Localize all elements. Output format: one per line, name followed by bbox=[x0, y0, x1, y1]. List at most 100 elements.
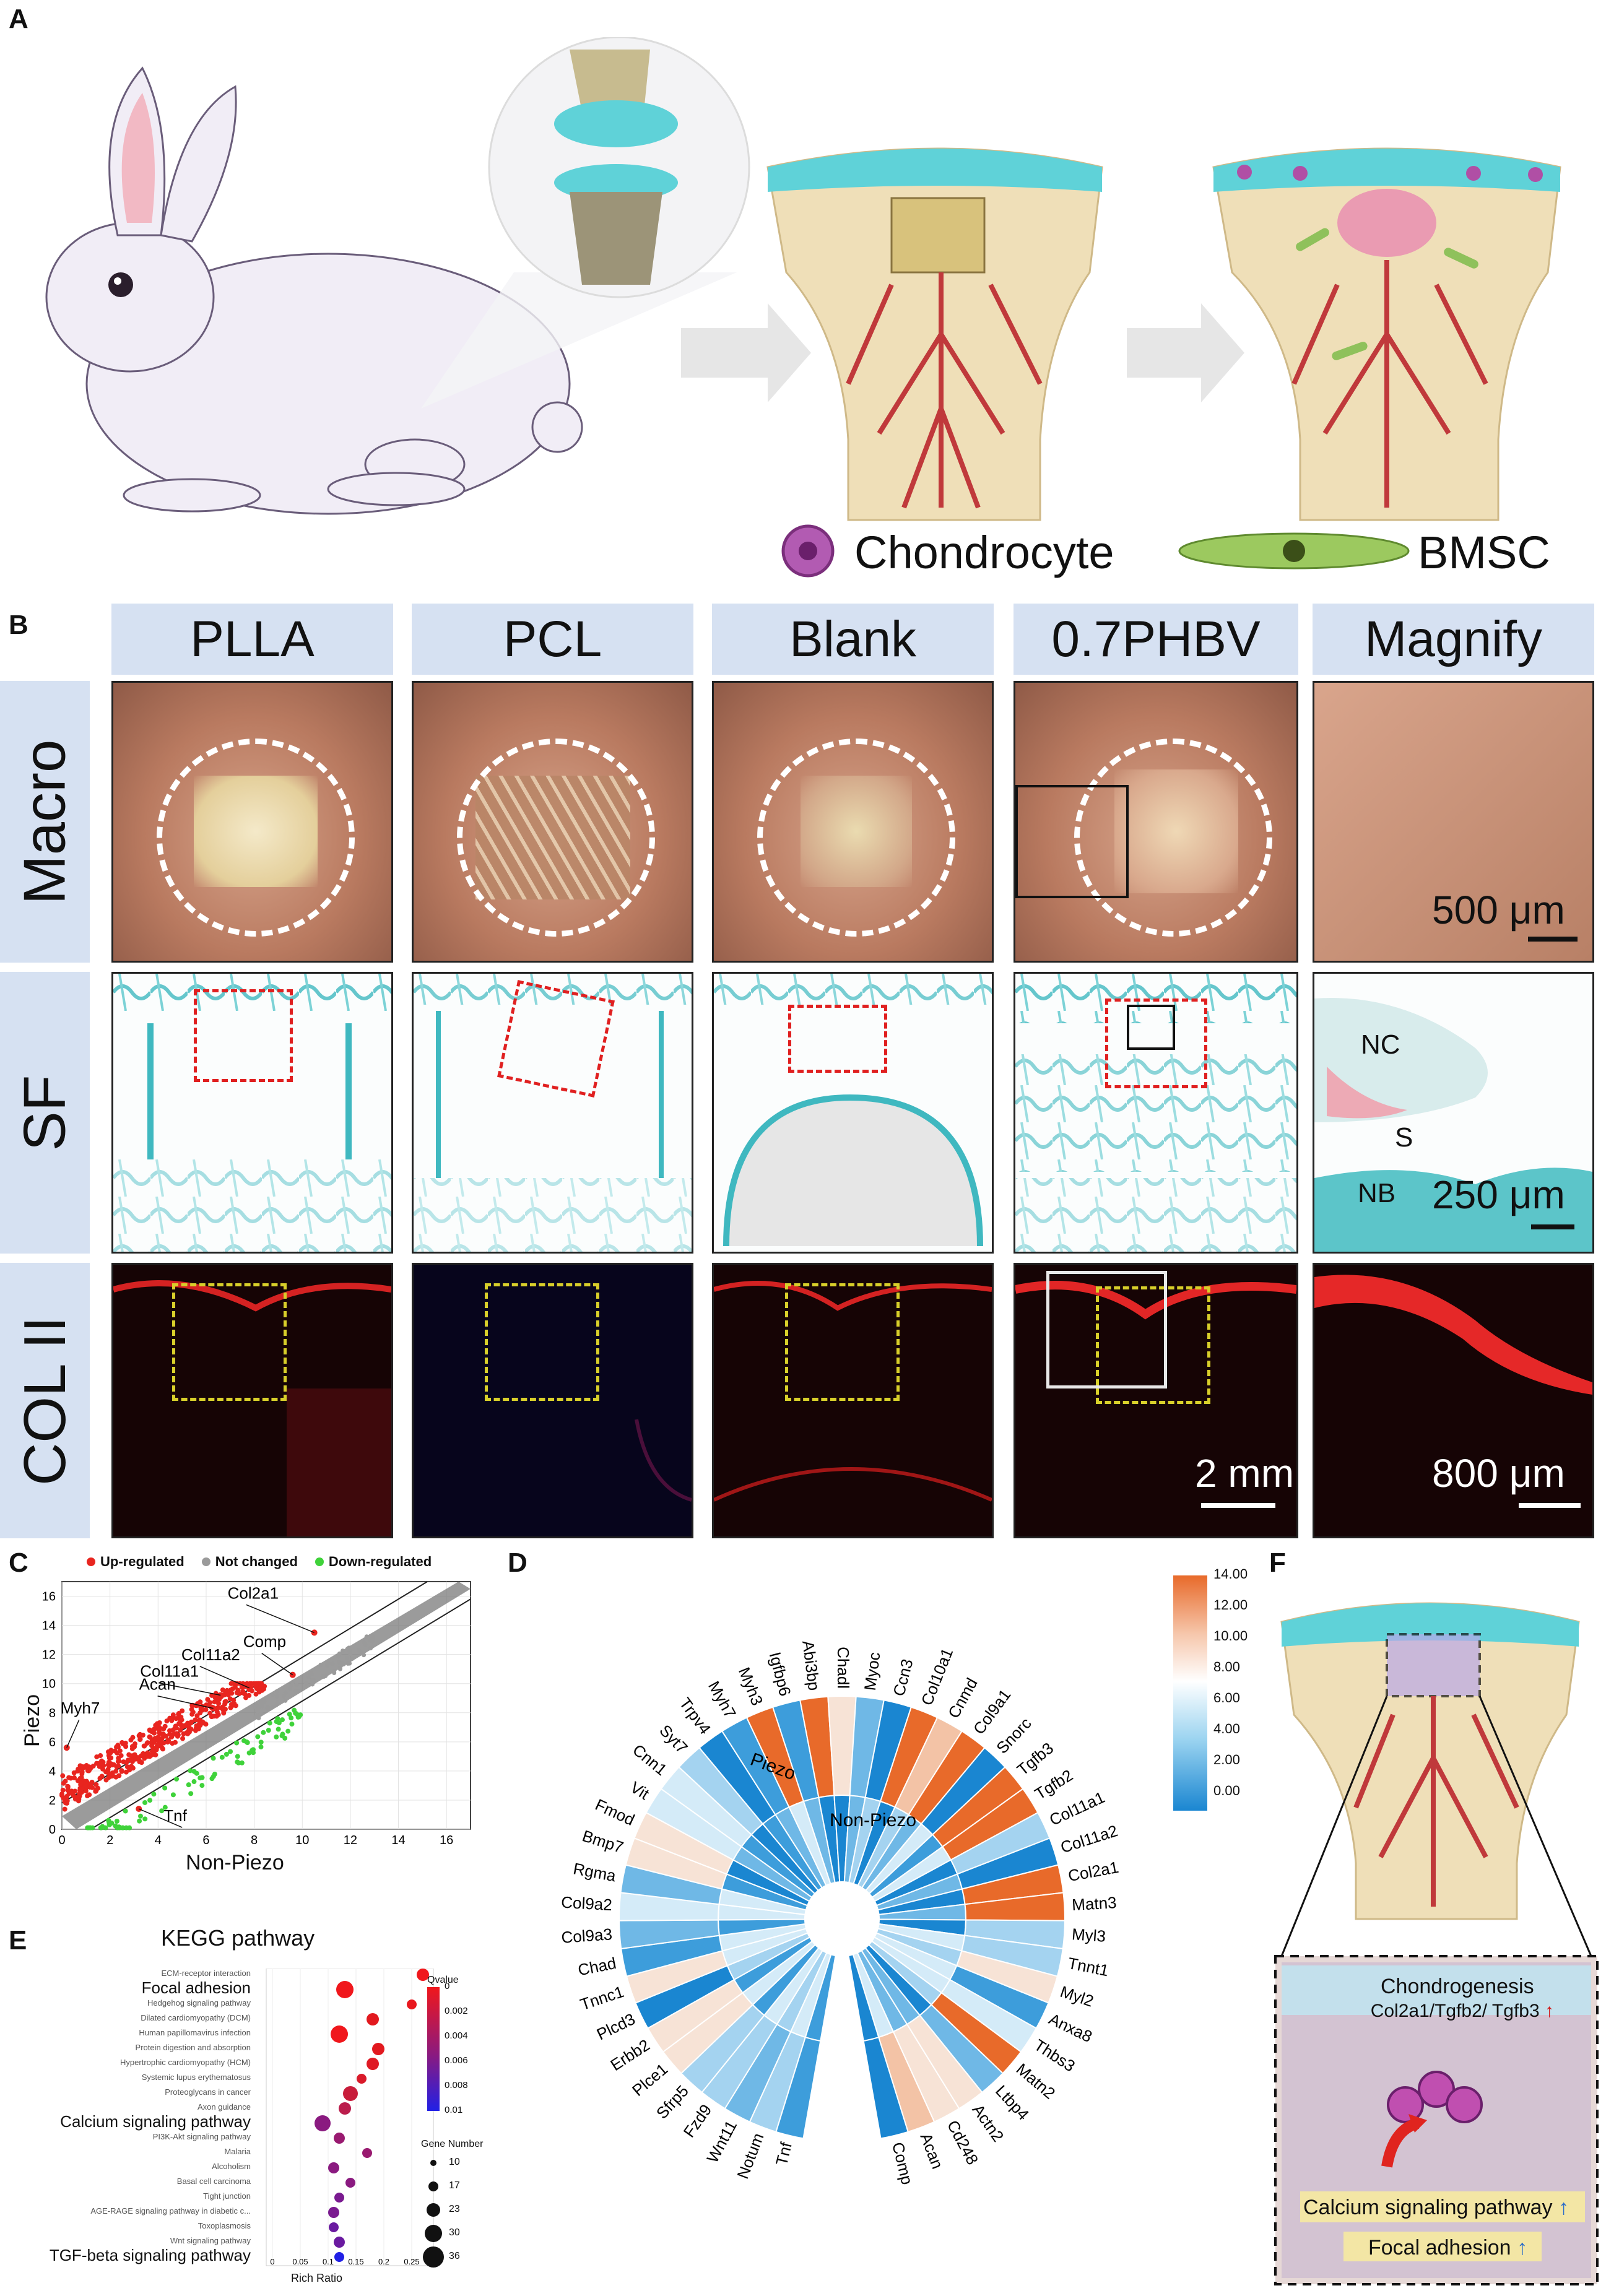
kegg-x-tick: 0.05 bbox=[292, 2257, 308, 2266]
macro-blank-image bbox=[712, 681, 994, 963]
up-point bbox=[178, 1727, 183, 1733]
gene-size-dot bbox=[427, 2203, 440, 2217]
kegg-terms: ECM-receptor interaction Focal adhesion He… bbox=[0, 1969, 251, 2290]
not-changed-point bbox=[341, 1648, 345, 1653]
not-changed-point bbox=[339, 1660, 344, 1665]
annotation-label: Comp bbox=[243, 1632, 286, 1651]
up-point bbox=[119, 1768, 124, 1774]
annotation-label: Tnf bbox=[163, 1806, 187, 1825]
not-changed-point bbox=[318, 1662, 323, 1667]
legend-nc-label: Not changed bbox=[215, 1554, 298, 1569]
up-point bbox=[123, 1740, 128, 1746]
panel-label-e: E bbox=[9, 1925, 27, 1956]
gene-label: Erbb2 bbox=[607, 2035, 653, 2074]
col-ii-pcl-image bbox=[412, 1263, 693, 1538]
up-point bbox=[222, 1699, 228, 1705]
up-point bbox=[227, 1696, 233, 1702]
kegg-bubble bbox=[345, 2178, 355, 2188]
colorbar-tick-label: 8.00 bbox=[1213, 1659, 1240, 1674]
up-point bbox=[180, 1736, 186, 1741]
gene-label: Syt7 bbox=[656, 1721, 692, 1757]
gene-label: Plcd3 bbox=[594, 2009, 638, 2043]
down-point bbox=[106, 1822, 112, 1827]
down-point bbox=[289, 1722, 295, 1727]
qvalue-colorbar bbox=[427, 1987, 440, 2111]
kegg-bubble bbox=[329, 2222, 339, 2232]
down-point bbox=[280, 1731, 285, 1737]
kegg-frame bbox=[266, 1969, 434, 2266]
gene-size-dot bbox=[423, 2246, 444, 2268]
up-point bbox=[116, 1763, 121, 1769]
gene-size-dot bbox=[425, 2225, 442, 2242]
down-point bbox=[267, 1720, 272, 1726]
x-tick-label: 4 bbox=[155, 1834, 162, 1847]
gene-label: Myh3 bbox=[735, 1665, 766, 1708]
up-point bbox=[162, 1723, 168, 1729]
down-point bbox=[211, 1774, 216, 1779]
up-point bbox=[64, 1793, 70, 1799]
col-ii-0-7phbv-image: 2 mm bbox=[1014, 1263, 1298, 1538]
down-point bbox=[123, 1808, 128, 1814]
x-tick-label: 6 bbox=[202, 1834, 209, 1847]
up-point bbox=[99, 1774, 105, 1779]
gene-size-label: 17 bbox=[449, 2180, 460, 2191]
gene-label: Vit bbox=[627, 1778, 653, 1804]
gene-label: Myoc bbox=[861, 1651, 884, 1691]
up-point bbox=[256, 1689, 262, 1695]
kegg-bubble bbox=[315, 2115, 331, 2131]
down-point bbox=[219, 1754, 225, 1760]
up-point bbox=[107, 1749, 113, 1755]
gene-label: Plce1 bbox=[628, 2060, 671, 2100]
row-label-macro: Macro bbox=[0, 681, 90, 963]
gene-label: Sfrp5 bbox=[653, 2081, 692, 2122]
up-point bbox=[66, 1775, 72, 1780]
y-tick-label: 4 bbox=[49, 1765, 56, 1778]
up-point bbox=[118, 1752, 124, 1758]
down-point bbox=[137, 1818, 142, 1824]
focal-label: Focal adhesion ↑ bbox=[1368, 2236, 1528, 2259]
kegg-x-tick: 0.2 bbox=[378, 2257, 389, 2266]
up-point bbox=[128, 1757, 133, 1762]
up-point bbox=[197, 1699, 203, 1705]
kegg-bubble bbox=[417, 1969, 429, 1981]
annotation-label: Acan bbox=[139, 1675, 176, 1694]
gene-label: Tgfb3 bbox=[1014, 1739, 1057, 1779]
up-point bbox=[209, 1714, 214, 1720]
down-point bbox=[151, 1791, 157, 1797]
down-point bbox=[211, 1756, 216, 1761]
up-point bbox=[97, 1761, 102, 1766]
macro-pcl-image bbox=[412, 681, 693, 963]
up-point bbox=[130, 1735, 136, 1740]
up-point bbox=[147, 1754, 152, 1759]
down-point bbox=[293, 1710, 298, 1716]
kegg-bubble bbox=[336, 1981, 354, 1998]
up-point bbox=[60, 1773, 66, 1778]
annotation-leader bbox=[246, 1604, 315, 1634]
up-point bbox=[254, 1681, 259, 1686]
up-point bbox=[185, 1720, 191, 1726]
column-header-plla: PLLA bbox=[111, 604, 393, 675]
up-point bbox=[65, 1783, 71, 1789]
down-point bbox=[119, 1825, 125, 1830]
row-label-col-ii: COL II bbox=[0, 1263, 90, 1538]
macro-scalebar-label: 500 μm bbox=[1432, 888, 1565, 932]
up-point bbox=[71, 1775, 77, 1780]
up-point bbox=[203, 1707, 209, 1712]
heatmap-cell-piezo bbox=[862, 2036, 909, 2139]
colorbar-tick-label: 2.00 bbox=[1213, 1752, 1240, 1767]
up-point bbox=[159, 1736, 165, 1741]
gene-label: Col10a1 bbox=[918, 1645, 957, 1708]
not-changed-point bbox=[336, 1654, 341, 1659]
gene-label: Wnt11 bbox=[703, 2117, 740, 2166]
column-header-0-7phbv: 0.7PHBV bbox=[1014, 604, 1298, 675]
up-point bbox=[79, 1786, 84, 1791]
up-point bbox=[229, 1691, 235, 1696]
arrow-icon bbox=[1127, 303, 1244, 402]
down-point bbox=[159, 1808, 165, 1814]
up-point bbox=[101, 1763, 106, 1769]
up-point bbox=[194, 1725, 199, 1731]
kegg-term-label: Tight junction bbox=[203, 2191, 251, 2201]
sf-0-7phbv-image bbox=[1014, 972, 1298, 1254]
not-changed-point bbox=[331, 1661, 336, 1666]
